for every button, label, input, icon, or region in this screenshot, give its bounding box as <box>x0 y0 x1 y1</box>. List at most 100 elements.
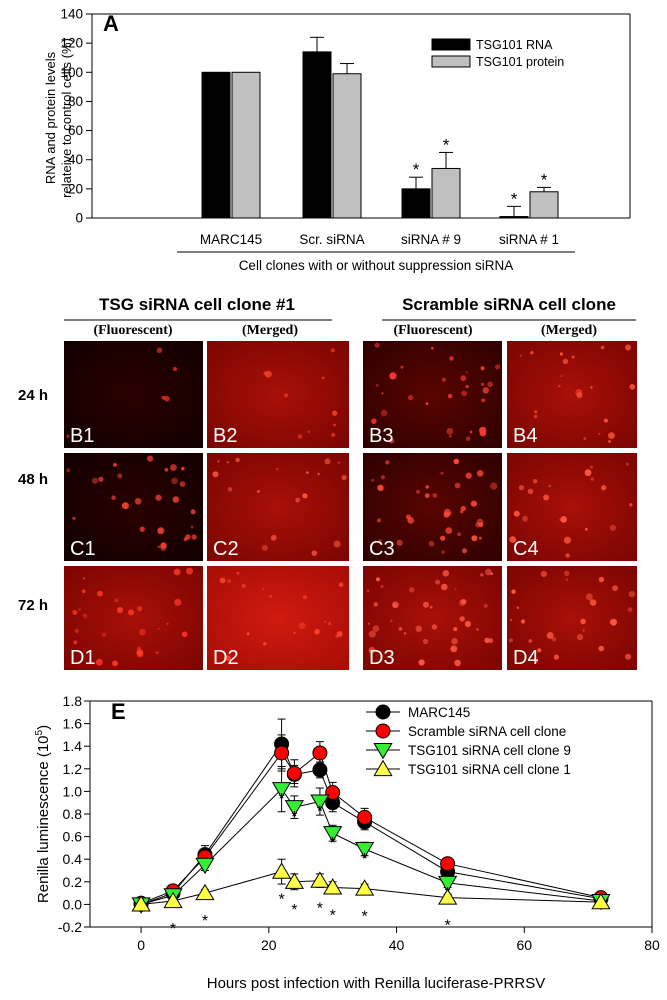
fluorescent-spot <box>490 482 498 490</box>
fluorescent-spot <box>338 582 344 587</box>
fluorescent-spot <box>385 460 390 465</box>
panel-a-y-label-line1: RNA and protein levels <box>43 51 58 184</box>
fluorescent-spot <box>590 477 594 481</box>
panel-a-y-tick-label: 20 <box>68 181 83 196</box>
fluorescent-spot <box>378 539 382 543</box>
fluorescent-spot <box>111 495 116 501</box>
fluorescent-spot <box>447 393 453 399</box>
significance-marks: * * * * * * * * * * * * * * <box>170 791 451 938</box>
fluorescent-spot <box>625 653 632 660</box>
fluorescent-spot <box>302 595 307 600</box>
micrograph-grid: B1 B2 B3 B4 C1 C2 C3 C4 D1 D2 D3 D4 <box>64 341 637 670</box>
panel-e-y-tick-label: -0.2 <box>58 919 82 935</box>
fluorescent-spot <box>336 631 343 637</box>
panel-e-x-label: Hours post infection with Renilla lucife… <box>207 975 545 992</box>
panel-e-lines: * * * * * * * * * * * * * * <box>131 718 611 938</box>
fluorescent-spot <box>226 461 229 464</box>
fluorescent-spot <box>450 645 458 653</box>
fluorescent-spot <box>235 457 240 463</box>
micrograph-background <box>207 341 349 448</box>
fluorescent-spot <box>479 426 487 434</box>
fluorescent-spot <box>156 347 163 354</box>
tile-label: D1 <box>70 647 96 669</box>
fluorescent-spot <box>191 534 197 540</box>
right-group-title: Scramble siRNA cell clone <box>402 295 616 314</box>
fluorescent-spot <box>166 622 169 625</box>
fluorescent-spot <box>241 583 246 588</box>
panel-e-y-tick-label: 1.2 <box>63 761 83 777</box>
fluorescent-spot <box>261 544 268 551</box>
fluorescent-spot <box>302 493 308 499</box>
fluorescent-spot <box>471 535 478 542</box>
data-point <box>375 704 391 720</box>
data-point <box>271 862 292 879</box>
fluorescent-spot <box>598 432 601 435</box>
row-label-24h: 24 h <box>18 387 48 404</box>
fluorescent-spot <box>284 393 289 398</box>
fluorescent-spot <box>533 479 538 484</box>
fluorescent-spot <box>582 629 585 632</box>
bar <box>401 188 431 219</box>
fluorescent-spot <box>520 619 526 624</box>
fluorescent-spot <box>121 502 129 510</box>
micrograph-tile: C4 <box>507 453 637 561</box>
panel-a-x-label: Cell clones with or without suppression … <box>239 258 514 273</box>
micrograph-tile: C3 <box>363 453 502 561</box>
fluorescent-spot <box>317 472 320 476</box>
micrograph-tile: D3 <box>363 566 502 670</box>
micrograph-background <box>507 566 637 670</box>
fluorescent-spot <box>183 537 188 542</box>
fluorescent-spot <box>627 607 633 612</box>
panel-e-y-tick-label: 0.4 <box>63 851 83 867</box>
data-point <box>312 762 328 778</box>
data-point <box>310 871 330 888</box>
fluorescent-spot <box>134 498 142 505</box>
panel-e-y-label: Renilla luminescence (105) <box>34 725 52 903</box>
fluorescent-spot <box>332 410 338 416</box>
category-label: siRNA # 1 <box>499 232 559 247</box>
fluorescent-spot <box>487 381 493 388</box>
fluorescent-spot <box>509 638 513 643</box>
fluorescent-spot <box>465 384 469 389</box>
micrograph-background <box>507 341 637 448</box>
panel-e-y-tick-label: 0.2 <box>63 874 83 890</box>
fluorescent-spot <box>454 482 461 489</box>
fluorescent-spot <box>513 510 520 517</box>
fluorescent-spot <box>534 410 538 414</box>
significance-mark: * <box>291 902 297 919</box>
panel-a-y-tick-label: 80 <box>68 94 83 109</box>
tile-label: B2 <box>213 425 237 447</box>
fluorescent-spot <box>629 384 636 390</box>
fluorescent-spot <box>460 505 466 512</box>
fluorescent-spot <box>490 572 494 575</box>
fluorescent-spot <box>396 539 403 546</box>
fluorescent-spot <box>612 585 618 592</box>
fluorescent-spot <box>600 345 605 350</box>
fluorescent-spot <box>407 517 415 524</box>
data-point <box>195 857 215 875</box>
panel-e-y-tick-label: 0.0 <box>63 896 83 912</box>
left-group-title: TSG siRNA cell clone #1 <box>99 295 295 314</box>
legend-label: TSG101 RNA <box>476 38 553 52</box>
fluorescent-spot <box>333 540 341 548</box>
fluorescent-spot <box>465 371 468 374</box>
fluorescent-spot <box>449 356 454 361</box>
data-point <box>284 800 304 817</box>
fluorescent-spot <box>375 577 381 582</box>
data-point <box>357 809 373 825</box>
panel-a: A 0 20 40 60 80 100 120 140 RNA and protein lev… <box>43 7 631 273</box>
fluorescent-spot <box>518 485 525 491</box>
fluorescent-spot <box>418 659 425 666</box>
fluorescent-spot <box>519 354 522 357</box>
fluorescent-spot <box>511 589 516 594</box>
col-header-fluorescent-2: (Fluorescent) <box>393 323 472 338</box>
fluorescent-spot <box>423 601 429 608</box>
tile-label: B1 <box>70 425 94 447</box>
fluorescent-spot <box>117 473 123 479</box>
fluorescent-spot <box>576 392 583 399</box>
fluorescent-spot <box>553 654 560 660</box>
fluorescent-spot <box>314 628 320 635</box>
fluorescent-spot <box>380 409 388 417</box>
significance-mark: * <box>202 913 208 930</box>
panel-a-legend: TSG101 RNA TSG101 protein <box>431 38 564 69</box>
